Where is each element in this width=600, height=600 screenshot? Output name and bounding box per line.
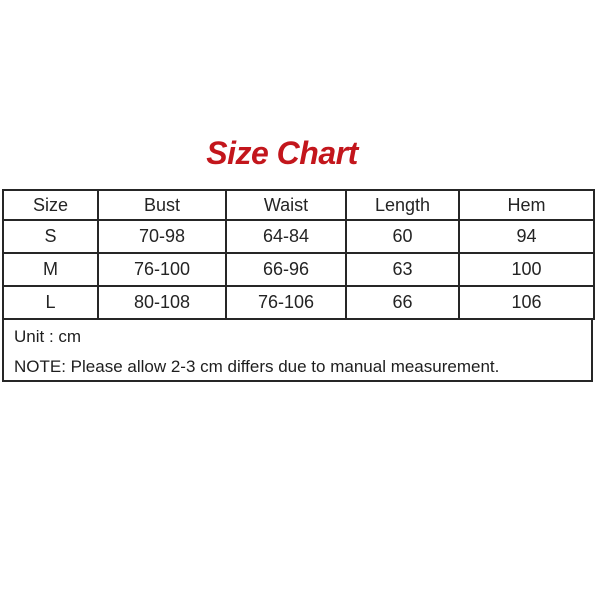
table-row-size-l: L 80-108 76-106 66 106: [2, 285, 595, 320]
table-row-size-s: S 70-98 64-84 60 94: [2, 219, 595, 254]
cell-waist-s: 64-84: [225, 219, 347, 254]
notes-box: Unit : cm NOTE: Please allow 2-3 cm diff…: [2, 320, 593, 382]
cell-bust-l: 80-108: [97, 285, 227, 320]
unit-label: Unit : cm: [14, 327, 82, 346]
size-table: Size Bust Waist Length Hem S 70-98 64-84…: [2, 189, 595, 320]
measurement-note: NOTE: Please allow 2-3 cm differs due to…: [14, 357, 500, 376]
cell-hem-s: 94: [458, 219, 595, 254]
cell-hem-m: 100: [458, 252, 595, 287]
column-header-size: Size: [2, 189, 99, 221]
size-chart-container: Size Bust Waist Length Hem S 70-98 64-84…: [2, 189, 595, 382]
cell-size-l: L: [2, 285, 99, 320]
cell-length-m: 63: [345, 252, 460, 287]
column-header-length: Length: [345, 189, 460, 221]
column-header-waist: Waist: [225, 189, 347, 221]
cell-length-l: 66: [345, 285, 460, 320]
table-row-size-m: M 76-100 66-96 63 100: [2, 252, 595, 287]
cell-length-s: 60: [345, 219, 460, 254]
column-header-bust: Bust: [97, 189, 227, 221]
cell-bust-m: 76-100: [97, 252, 227, 287]
table-header-row: Size Bust Waist Length Hem: [2, 189, 595, 221]
page-title: Size Chart: [206, 135, 358, 171]
cell-size-m: M: [2, 252, 99, 287]
cell-waist-l: 76-106: [225, 285, 347, 320]
cell-bust-s: 70-98: [97, 219, 227, 254]
cell-hem-l: 106: [458, 285, 595, 320]
cell-size-s: S: [2, 219, 99, 254]
column-header-hem: Hem: [458, 189, 595, 221]
cell-waist-m: 66-96: [225, 252, 347, 287]
